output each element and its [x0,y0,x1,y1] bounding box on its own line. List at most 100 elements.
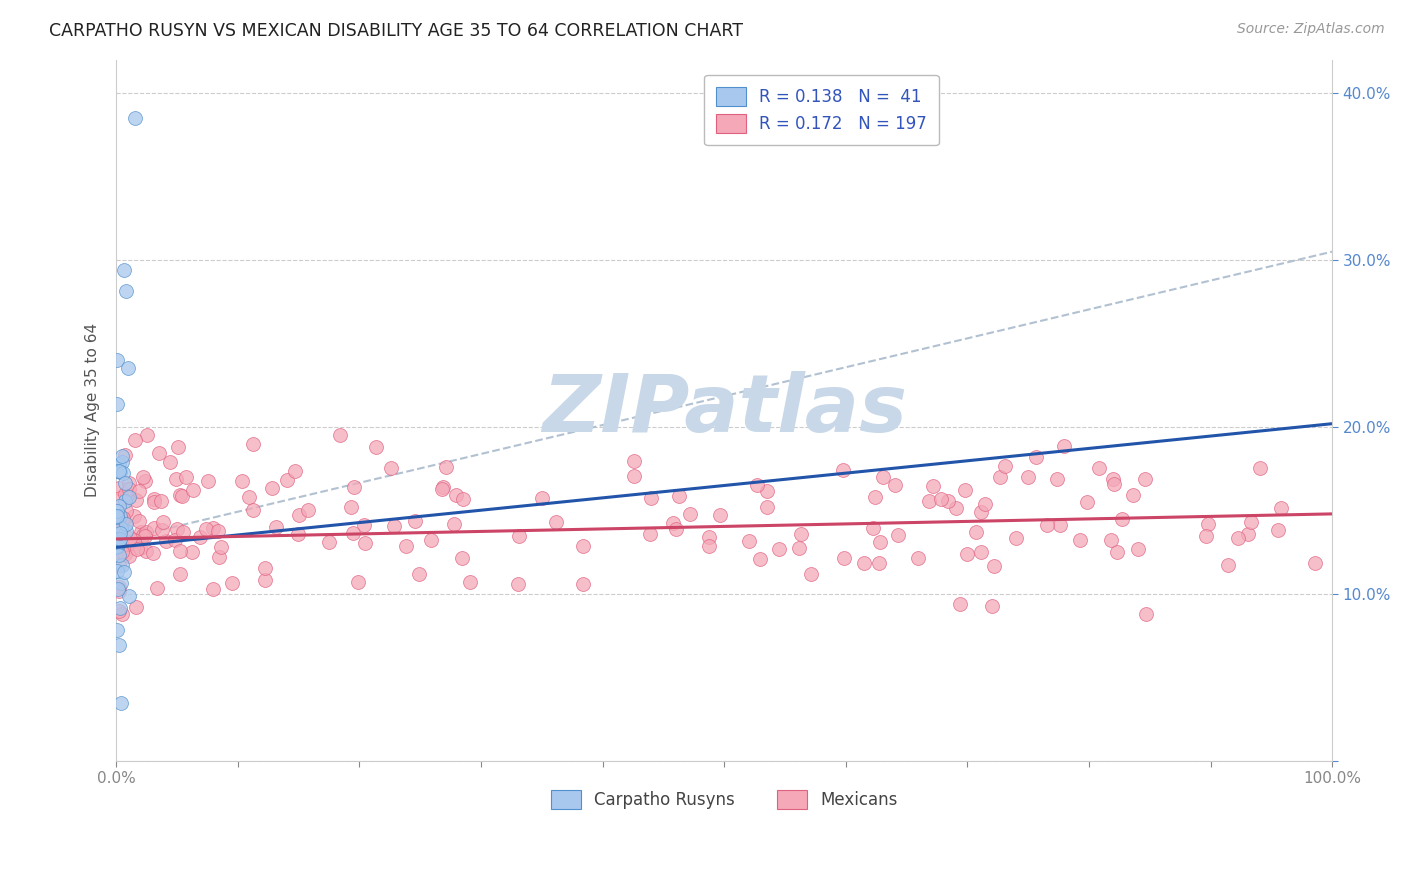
Point [110,576,132,591]
Point [1076,495,1098,509]
Point [112,263,135,277]
Point [917,493,939,508]
Point [936,493,959,508]
Point [288,508,311,522]
Point [108,491,131,505]
Point [284,464,307,478]
Point [872,470,894,484]
Point [956,547,979,561]
Point [115,488,138,502]
Point [1017,469,1039,483]
Point [114,533,136,548]
Point [107,481,129,495]
Point [107,519,129,533]
Point [380,461,402,475]
Point [347,574,370,589]
Point [1088,460,1111,475]
Point [238,490,260,504]
Point [114,476,136,491]
Point [1267,523,1289,537]
Point [114,448,136,462]
Point [115,516,138,531]
Point [756,484,779,499]
Point [1135,607,1157,621]
Point [142,546,165,560]
Point [1122,488,1144,502]
Y-axis label: Disability Age 35 to 64: Disability Age 35 to 64 [86,323,100,498]
Point [231,474,253,488]
Point [1226,531,1249,545]
Point [242,502,264,516]
Point [118,482,141,496]
Point [444,488,467,502]
Point [181,483,204,497]
Point [1053,439,1076,453]
Point [118,489,141,503]
Point [112,566,135,580]
Point [128,483,150,498]
Point [868,556,890,570]
Point [105,509,128,524]
Point [419,533,441,547]
Point [118,490,141,504]
Point [262,481,284,495]
Point [276,473,298,487]
Point [107,509,129,524]
Point [571,576,593,591]
Point [862,521,884,535]
Point [1197,517,1219,532]
Point [1099,533,1122,547]
Point [108,524,131,538]
Point [118,475,141,490]
Point [353,517,375,532]
Point [458,574,481,589]
Point [852,556,875,570]
Point [167,440,190,454]
Point [983,558,1005,573]
Point [105,539,128,553]
Point [1249,461,1271,475]
Point [832,463,855,477]
Point [195,522,218,536]
Point [124,434,146,448]
Point [148,445,170,459]
Point [1046,472,1069,486]
Point [453,492,475,507]
Point [1069,533,1091,547]
Point [122,508,145,523]
Point [108,529,131,543]
Point [264,520,287,534]
Point [921,479,943,493]
Point [169,544,191,558]
Point [1195,529,1218,543]
Point [432,480,454,494]
Point [107,534,129,549]
Point [887,528,910,542]
Point [790,527,813,541]
Point [1216,558,1239,573]
Point [953,483,976,497]
Point [450,551,472,566]
Point [508,529,530,543]
Point [105,564,128,578]
Point [172,525,194,540]
Point [638,527,661,541]
Point [108,638,131,652]
Point [969,505,991,519]
Point [134,475,156,489]
Point [115,284,138,298]
Point [150,523,173,537]
Point [679,507,702,521]
Point [974,497,997,511]
Point [111,449,134,463]
Point [208,549,231,564]
Point [142,495,165,509]
Point [1240,515,1263,529]
Point [108,465,131,479]
Point [169,567,191,582]
Point [697,530,720,544]
Point [132,469,155,483]
Point [197,474,219,488]
Point [800,566,823,581]
Point [124,111,146,125]
